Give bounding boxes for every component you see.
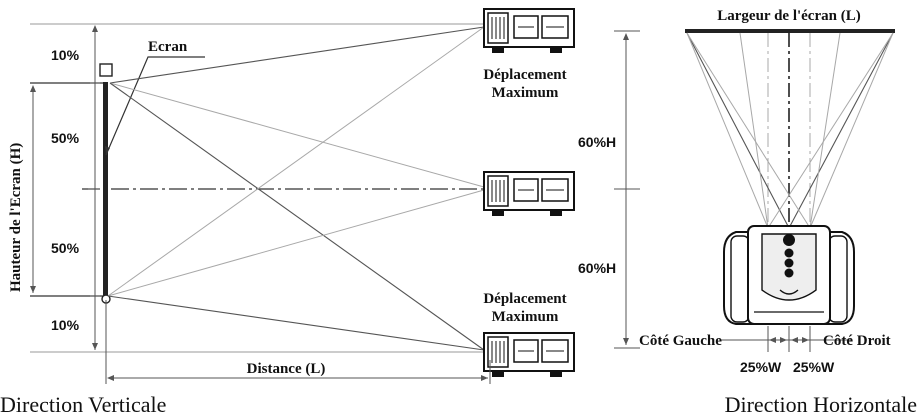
shift-right-label: 25%W bbox=[793, 359, 835, 375]
max-shift-top-line1: Déplacement bbox=[483, 67, 566, 83]
right-side-label: Côté Droit bbox=[823, 333, 891, 349]
vertical-direction-panel: 10% 50% 50% 10% Hauteur de l'Ecran (H) E… bbox=[0, 8, 575, 417]
horizontal-screen-bar bbox=[685, 29, 895, 33]
vertical-direction-title: Direction Verticale bbox=[0, 392, 166, 417]
left-side-label: Côté Gauche bbox=[639, 333, 722, 349]
horizontal-projection-rays bbox=[686, 32, 894, 229]
screen-width-label: Largeur de l'écran (L) bbox=[717, 8, 860, 24]
pct-bottom-label: 10% bbox=[51, 317, 80, 333]
screen-height-label: Hauteur de l'Ecran (H) bbox=[8, 143, 24, 292]
screen-bar bbox=[103, 82, 108, 296]
pct-lower-label: 50% bbox=[51, 240, 80, 256]
projection-rays bbox=[107, 26, 485, 351]
projector-top bbox=[483, 8, 575, 54]
distance-label: Distance (L) bbox=[247, 361, 326, 377]
horizontal-direction-panel: Largeur de l'écran (L) 60%H 60%H bbox=[578, 8, 917, 417]
max-shift-bottom-line1: Déplacement bbox=[483, 291, 566, 307]
screen-label: Ecran bbox=[148, 39, 188, 55]
max-shift-bottom-line2: Maximum bbox=[492, 309, 559, 325]
pct-h-upper-label: 60%H bbox=[578, 134, 616, 150]
pct-upper-label: 50% bbox=[51, 130, 80, 146]
max-shift-top-line2: Maximum bbox=[492, 85, 559, 101]
projector-top-view bbox=[723, 225, 855, 325]
screen-top-marker bbox=[99, 63, 113, 77]
shift-left-label: 25%W bbox=[740, 359, 782, 375]
horizontal-direction-title: Direction Horizontale bbox=[725, 392, 917, 417]
pct-top-label: 10% bbox=[51, 47, 80, 63]
pct-h-lower-label: 60%H bbox=[578, 260, 616, 276]
projector-center bbox=[483, 171, 575, 217]
screen-label-leader bbox=[105, 56, 205, 156]
projector-bottom bbox=[483, 332, 575, 378]
